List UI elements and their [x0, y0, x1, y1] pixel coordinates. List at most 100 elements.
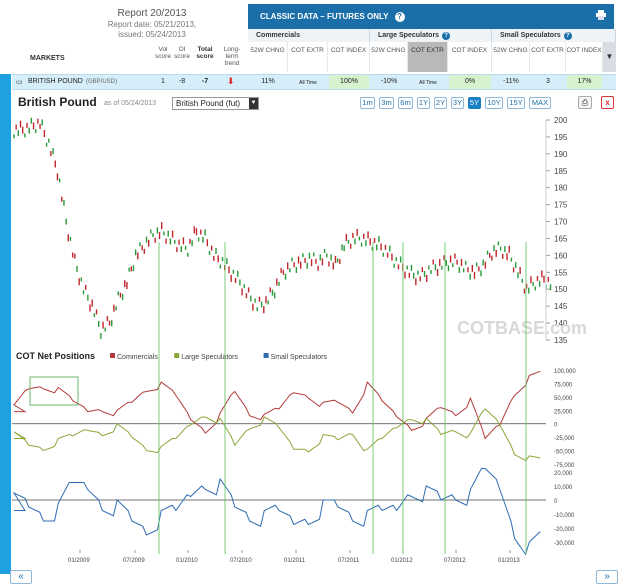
comm-52w-chng-header[interactable]: 52W CHNG [248, 42, 288, 72]
print-button[interactable]: ⎙ [578, 96, 592, 109]
x-tick-label: 01/2009 [68, 558, 90, 564]
price-tick-label: 170 [554, 218, 568, 227]
comm-chng-value: 11% [261, 78, 275, 85]
comm-index-value: 100% [329, 75, 369, 89]
x-tick-label: 07/2010 [230, 558, 252, 564]
x-tick-label: 01/2012 [391, 558, 413, 564]
range-button-10y[interactable]: 10Y [485, 97, 503, 109]
group-large-speculators: Large Speculators? [370, 29, 492, 42]
range-button-15y[interactable]: 15Y [507, 97, 525, 109]
price-tick-label: 185 [554, 167, 568, 176]
arrow-down-icon: ⬇ [227, 76, 235, 86]
large-chng-value: -10% [380, 78, 398, 85]
cot-legend: Commercials Large Speculators Small Specul… [110, 353, 328, 361]
large-52w-chng-header[interactable]: 52W CHNG [370, 42, 408, 72]
small-cot-extr-header[interactable]: COT EXTR [530, 42, 566, 72]
scroll-right-button[interactable]: » [596, 570, 618, 584]
print-icon[interactable] [596, 10, 606, 20]
legend-label: Commercials [117, 354, 158, 361]
price-tick-label: 180 [554, 184, 568, 193]
close-icon: x [605, 98, 610, 107]
price-tick-label: 200 [554, 116, 568, 125]
price-y-axis: 200 195 190 185 180 175 170 165 160 155 150 145 140 1… [545, 116, 568, 345]
comm-cot-index-header[interactable]: COT INDEX [328, 42, 370, 72]
signal-lines [158, 242, 527, 554]
series-large-speculators [13, 408, 541, 462]
double-chevron-left-icon: « [18, 571, 24, 582]
small-extr-value: 3 [546, 78, 550, 85]
help-icon[interactable]: ? [394, 12, 405, 22]
price-tick-label: 135 [554, 336, 568, 345]
x-tick-label: 07/2012 [444, 558, 466, 564]
group-small-speculators: Small Speculators? [492, 29, 616, 42]
report-issued: issued: 05/24/2013 [118, 30, 186, 39]
small-index-value: 17% [567, 75, 602, 89]
cot-upper-tick-label: -75,000 [554, 463, 575, 469]
small-cot-index-header[interactable]: COT INDEX [566, 42, 603, 72]
price-tick-label: 155 [554, 268, 568, 277]
oi-score-header: OI score [174, 46, 190, 60]
x-tick-label: 01/2011 [284, 558, 306, 564]
series-small-speculators [12, 468, 541, 556]
legend-label: Small Speculators [271, 354, 328, 361]
x-tick-label: 07/2009 [123, 558, 145, 564]
help-icon[interactable]: ? [442, 32, 451, 40]
double-chevron-right-icon: » [604, 571, 610, 582]
range-button-3y[interactable]: 3Y [451, 97, 464, 109]
chart-title: British Pound [18, 95, 97, 109]
legend-swatch [174, 353, 180, 358]
large-cot-index-header[interactable]: COT INDEX [448, 42, 492, 72]
large-extr-value: All Time [419, 80, 437, 86]
small-52w-chng-header[interactable]: 52W CHNG [492, 42, 530, 72]
range-button-3m[interactable]: 3m [379, 97, 394, 109]
classic-data-header: CLASSIC DATA – FUTURES ONLY ? [248, 4, 614, 29]
contract-select-value: British Pound (fut) [176, 99, 241, 108]
cot-upper-tick-label: 50,000 [554, 396, 573, 402]
chevron-down-icon: ▼ [249, 98, 258, 109]
range-button-max[interactable]: MAX [529, 97, 551, 109]
cot-upper-tick-label: -25,000 [554, 436, 575, 442]
cot-lower-tick-label: -20,000 [554, 527, 575, 533]
series-commercials [13, 370, 541, 440]
cot-lower-panel: 20,000 10,000 0 -10,000 -20,000 -30,000 [12, 468, 575, 556]
highlight-box [29, 376, 79, 406]
range-button-5y[interactable]: 5Y [468, 97, 481, 109]
cot-lower-tick-label: 10,000 [554, 485, 573, 491]
scroll-left-button[interactable]: « [10, 570, 32, 584]
report-date: Report date: 05/21/2013, [107, 20, 197, 29]
price-tick-label: 140 [554, 319, 568, 328]
range-button-1y[interactable]: 1Y [417, 97, 430, 109]
price-tick-label: 160 [554, 251, 568, 260]
comm-cot-extr-header[interactable]: COT EXTR [288, 42, 328, 72]
cot-upper-tick-label: 0 [554, 423, 558, 429]
price-tick-label: 190 [554, 150, 568, 159]
large-cot-extr-header[interactable]: COT EXTR [408, 42, 448, 72]
watermark: COTBASE.com [457, 318, 587, 338]
price-tick-label: 175 [554, 201, 568, 210]
cot-upper-tick-label: -50,000 [554, 450, 575, 456]
left-accent-bar [0, 74, 11, 574]
row-market-name[interactable]: BRITISH POUND [28, 78, 83, 85]
cot-upper-tick-label: 75,000 [554, 382, 573, 388]
cot-lower-tick-label: 0 [554, 499, 558, 505]
row-flag-icon: ▭ [16, 79, 23, 86]
cot-lower-tick-label: 20,000 [554, 471, 573, 477]
help-icon[interactable]: ? [563, 32, 572, 40]
chevron-down-icon[interactable]: ▼ [603, 42, 616, 72]
price-tick-label: 195 [554, 133, 568, 142]
markets-header: MARKETS [30, 55, 65, 62]
range-button-1m[interactable]: 1m [360, 97, 375, 109]
x-axis: 01/2009 07/2009 01/2010 07/2010 01/2011 07/20… [68, 550, 520, 564]
legend-label: Large Speculators [181, 354, 238, 361]
range-button-2y[interactable]: 2Y [434, 97, 447, 109]
price-tick-label: 165 [554, 234, 568, 243]
comm-extr-value: All Time [299, 80, 317, 86]
classic-data-title: CLASSIC DATA – FUTURES ONLY [260, 12, 389, 21]
contract-select[interactable]: British Pound (fut) ▼ [172, 97, 259, 110]
range-button-6m[interactable]: 6m [398, 97, 413, 109]
cot-upper-tick-label: 100,000 [554, 369, 576, 375]
legend-swatch [263, 353, 269, 358]
price-tick-label: 150 [554, 285, 568, 294]
row-total-score: -7 [201, 78, 209, 85]
close-button[interactable]: x [601, 96, 614, 109]
